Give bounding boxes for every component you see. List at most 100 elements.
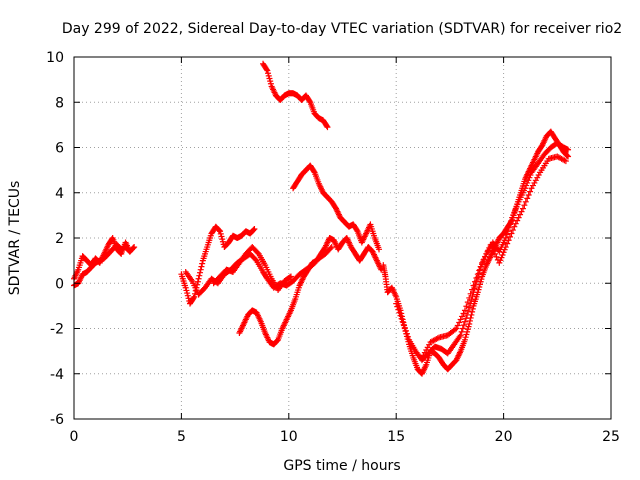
data-point-fill [505,224,512,231]
data-point [324,124,331,131]
data-point-fill [508,218,515,225]
data-point [191,293,198,300]
data-point-fill [465,323,472,330]
data-point-fill [464,326,471,333]
data-point-fill [525,192,532,199]
data-point-fill [197,266,204,273]
data-point [464,311,471,318]
data-point-fill [286,274,293,281]
data-point [217,228,224,235]
data-point-fill [405,333,412,340]
data-point-fill [402,327,409,334]
data-point-fill [523,182,530,189]
data-point-fill [515,214,522,221]
data-point-fill [126,247,133,254]
data-point-fill [185,295,192,302]
data-series [236,235,385,348]
data-point-fill [397,312,404,319]
data-point-fill [466,317,473,324]
data-point-fill [310,168,317,175]
data-point-fill [497,257,504,264]
data-point [502,244,509,251]
data-point-fill [198,263,205,270]
data-point-fill [194,281,201,288]
data-point-fill [463,303,470,310]
data-series [418,153,569,361]
x-tick-label: 10 [280,429,298,445]
data-point [522,185,529,192]
data-series [178,223,258,307]
data-point [131,244,138,251]
data-point-fill [395,306,402,313]
data-point-fill [458,328,465,335]
data-point-fill [400,321,407,328]
axis-ticks: 0 5 10 15 20 25 -6 -4 -2 0 2 4 6 8 10 [46,50,620,445]
data-point-fill [462,334,469,341]
data-point-fill [199,260,206,267]
data-point-fill [460,310,467,317]
data-point-fill [469,305,476,312]
y-tick-label: -6 [50,412,64,428]
x-tick-label: 25 [602,429,620,445]
data-point-fill [463,331,470,338]
data-point [562,158,569,165]
data-point-fill [490,247,497,254]
data-point-fill [527,172,534,179]
y-tick-label: 4 [55,186,64,202]
data-point-fill [527,188,534,195]
data-point-fill [481,253,488,260]
data-point-fill [493,253,500,260]
data-point [264,67,271,74]
data-point-fill [217,230,224,237]
data-point-fill [524,179,531,186]
data-point [195,275,202,282]
data-point-fill [498,254,505,261]
data-point [470,282,477,289]
data-point [461,307,468,314]
y-axis-label: SDTVAR / TECUs [7,181,23,296]
data-point-fill [219,238,226,245]
data-point-fill [267,78,274,85]
chart-title: Day 299 of 2022, Sidereal Day-to-day VTE… [62,21,622,37]
data-point-fill [456,319,463,326]
data-point-fill [459,313,466,320]
data-point-fill [265,70,272,77]
data-series [290,162,383,253]
data-point-fill [507,233,514,240]
data-point-fill [401,324,408,331]
x-tick-label: 20 [495,429,513,445]
y-tick-label: -2 [50,322,64,338]
data-point-fill [460,322,467,329]
data-point [565,153,572,160]
data-point-fill [183,287,190,294]
y-tick-label: 8 [55,95,64,111]
data-point-fill [476,267,483,274]
data-point-fill [466,304,473,311]
data-point-fill [514,217,521,224]
data-point [487,241,494,248]
data-point [466,320,473,327]
data-point-fill [457,316,464,323]
data-point-fill [254,249,261,256]
data-point-fill [219,236,226,243]
data-point-fill [263,66,270,73]
data-point-fill [464,299,471,306]
data-point [519,205,526,212]
data-point-fill [252,256,259,263]
data-point-fill [327,245,334,252]
data-point-fill [464,328,471,335]
data-point-fill [522,198,529,205]
data-point-fill [501,246,508,253]
data-point-fill [474,271,481,278]
data-point-fill [184,290,191,297]
data-point-fill [521,202,528,209]
data-point-fill [353,227,360,234]
data-point [126,248,133,255]
data-point-fill [459,325,466,332]
data-point-fill [463,315,470,322]
data-point-fill [476,284,483,291]
grid [74,57,611,419]
y-tick-label: -4 [50,367,64,383]
data-point-fill [514,201,521,208]
data-series [71,241,133,289]
